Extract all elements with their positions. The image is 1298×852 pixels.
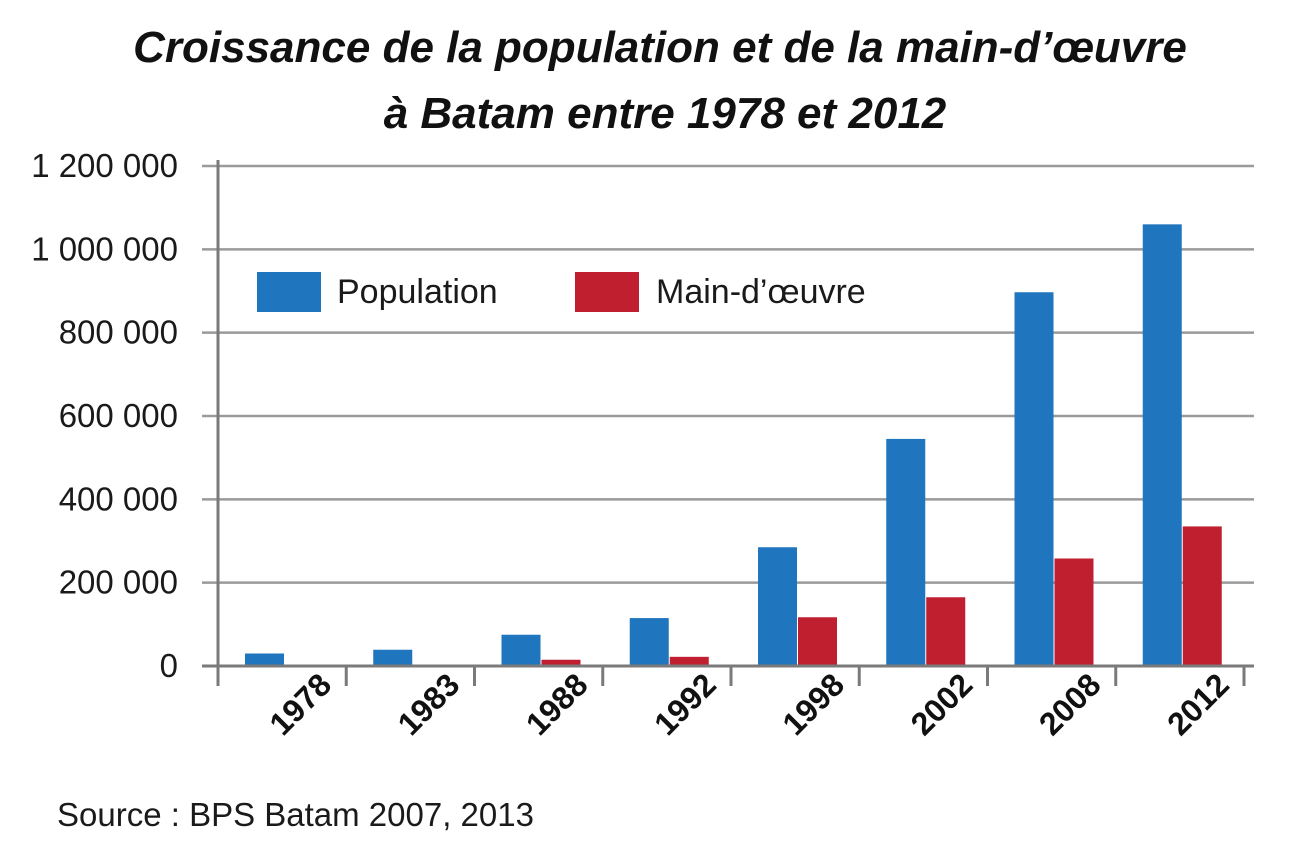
chart-title-line2: à Batam entre 1978 et 2012 [384, 89, 947, 138]
gridlines [202, 164, 1254, 584]
bar-main-oeuvre-1992 [669, 656, 709, 666]
y-tick-label: 1 200 000 [31, 147, 178, 184]
x-tick-label: 1988 [519, 666, 595, 742]
bar-population-2008 [1014, 292, 1054, 666]
axes [202, 160, 1254, 686]
source-note: Source : BPS Batam 2007, 2013 [57, 796, 534, 833]
bar-main-oeuvre-2008 [1054, 558, 1094, 666]
legend-label-main-oeuvre: Main-d’œuvre [656, 273, 866, 311]
x-tick-label: 2002 [904, 666, 980, 742]
y-tick-label: 600 000 [59, 397, 178, 434]
legend-label-population: Population [337, 273, 498, 311]
bar-population-2012 [1142, 224, 1182, 667]
x-tick-label: 1998 [775, 666, 851, 742]
bar-population-1983 [373, 649, 413, 666]
x-axis-ticks: 1978 1983 1988 1992 1998 2002 2008 2012 [262, 666, 1236, 742]
bar-main-oeuvre-1988 [541, 659, 581, 666]
legend-swatch-main-oeuvre [575, 272, 639, 312]
bar-main-oeuvre-2002 [926, 597, 966, 666]
bar-population-2002 [886, 438, 926, 666]
legend-swatch-population [257, 272, 321, 312]
legend: Population Main-d’œuvre [257, 272, 866, 312]
y-tick-label: 1 000 000 [31, 230, 178, 267]
bar-main-oeuvre-1998 [798, 617, 837, 666]
bar-population-1988 [501, 634, 541, 666]
bars [245, 224, 1222, 667]
bar-population-1992 [629, 618, 669, 666]
y-tick-label: 0 [160, 647, 178, 684]
x-tick-label: 2008 [1032, 666, 1108, 742]
bar-population-1978 [245, 653, 284, 666]
y-tick-label: 400 000 [59, 480, 178, 517]
bar-population-1998 [758, 547, 797, 666]
y-tick-label: 800 000 [59, 314, 178, 351]
x-tick-label: 1978 [262, 666, 338, 742]
chart-title-line1: Croissance de la population et de la mai… [133, 23, 1187, 72]
y-axis-ticks: 0 200 000 400 000 600 000 800 000 1 000 000 1 … [31, 147, 178, 684]
y-tick-label: 200 000 [59, 564, 178, 601]
x-tick-label: 2012 [1160, 666, 1236, 742]
x-tick-label: 1992 [647, 666, 723, 742]
x-tick-label: 1983 [391, 666, 467, 742]
bar-main-oeuvre-2012 [1182, 526, 1222, 666]
